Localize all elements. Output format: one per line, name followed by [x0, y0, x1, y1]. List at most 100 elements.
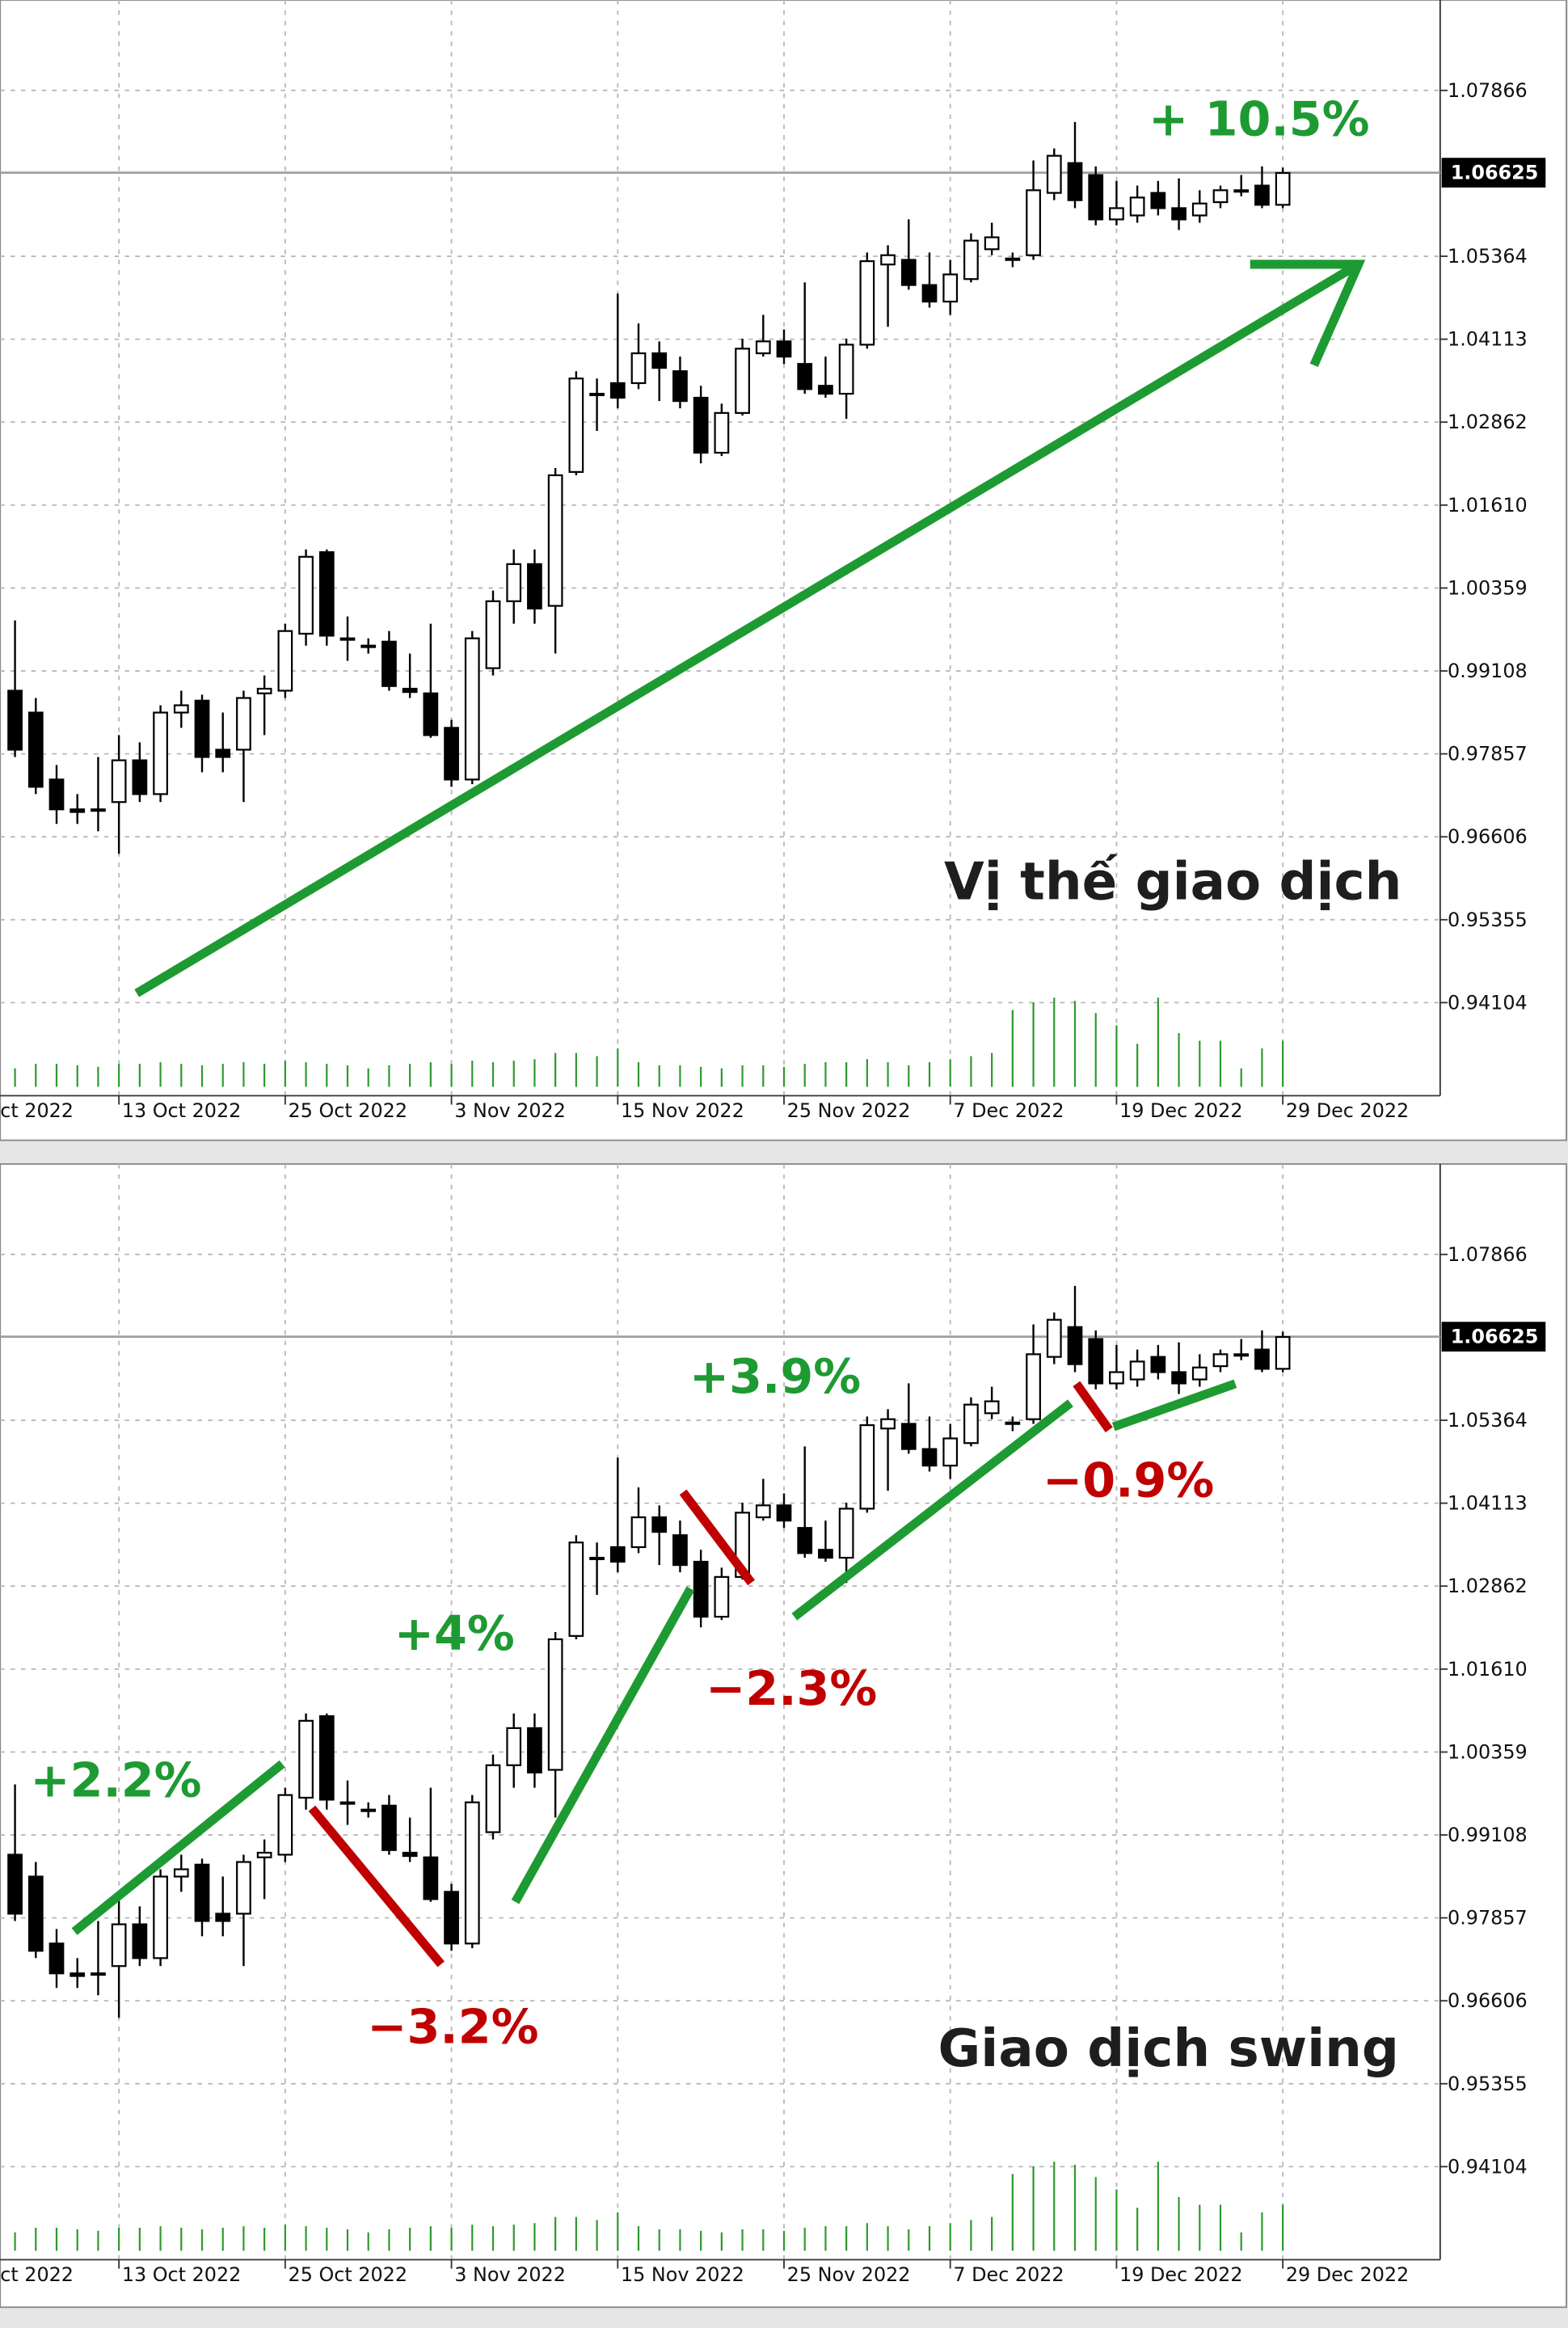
- chart-label: Vị thế giao dịch: [944, 852, 1402, 913]
- swing-line: [1111, 1379, 1237, 1432]
- candle-body: [651, 1516, 668, 1533]
- y-tick-label: 1.05364: [1448, 245, 1528, 268]
- candle-body: [1191, 1366, 1208, 1381]
- arrow-head: [1250, 259, 1366, 368]
- candle-body: [1233, 189, 1250, 193]
- annotation: +3.9%: [689, 1348, 861, 1404]
- x-tick-label: 13 Oct 2022: [122, 1099, 242, 1122]
- candle-body: [818, 385, 833, 395]
- annotation-lines: [71, 259, 1366, 1967]
- candle-body: [693, 1560, 709, 1618]
- y-tick-label: 1.07866: [1448, 79, 1528, 102]
- candle-body: [339, 1801, 356, 1805]
- y-tick-label: 0.95355: [1448, 909, 1528, 931]
- candle-body: [1275, 171, 1291, 206]
- candle-body: [318, 1714, 335, 1801]
- candle-body: [1005, 1421, 1021, 1425]
- candle-body: [714, 411, 730, 454]
- x-tick-label: 25 Nov 2022: [787, 2263, 911, 2286]
- candle-body: [1046, 1318, 1062, 1358]
- candle-body: [589, 392, 605, 397]
- candle-body: [298, 555, 314, 635]
- candle-body: [630, 352, 647, 385]
- candle-body: [942, 1437, 959, 1467]
- annotation: +2.2%: [30, 1752, 201, 1808]
- candle-body: [360, 644, 377, 648]
- candle-body: [27, 711, 44, 788]
- candle-body: [1275, 1335, 1291, 1370]
- candle-body: [672, 1534, 688, 1567]
- candle-body: [568, 377, 584, 473]
- candle-body: [880, 1418, 896, 1430]
- candle-body: [1129, 1360, 1145, 1381]
- candle-body: [651, 352, 668, 369]
- candle-body: [568, 1541, 584, 1637]
- x-tick-label: 3 Nov 2022: [454, 1099, 566, 1122]
- candle-body: [1088, 174, 1104, 221]
- y-tick-label: 1.00359: [1448, 1740, 1528, 1763]
- candle-body: [506, 1727, 522, 1766]
- x-tick-label: 3 Nov 2022: [454, 2263, 566, 2286]
- candle-body: [880, 254, 896, 266]
- x-tick-label: 13 Oct 2022: [122, 2263, 242, 2286]
- candle-body: [27, 1875, 44, 1952]
- candle-body: [1171, 1371, 1187, 1385]
- candle-body: [527, 563, 542, 609]
- candle-body: [547, 474, 563, 607]
- candle-body: [194, 1863, 210, 1922]
- candle-body: [797, 363, 813, 390]
- candle-body: [776, 340, 792, 358]
- candle-body: [921, 284, 938, 303]
- y-tick-label: 1.01610: [1448, 1658, 1528, 1681]
- candle-body: [776, 1504, 792, 1522]
- candle-body: [755, 340, 771, 355]
- candle-body: [1067, 1326, 1083, 1365]
- candle-body: [1026, 189, 1041, 256]
- chart: 0.94104 0.95355 0.96606 0.97857 0.99108 1.003…: [0, 0, 1546, 1122]
- candle-body: [485, 1764, 501, 1833]
- candle-body: [132, 1923, 148, 1959]
- candle-body: [256, 1851, 272, 1858]
- x-tick-label: 25 Oct 2022: [289, 2263, 408, 2286]
- candle-body: [318, 550, 335, 637]
- candle-body: [984, 1400, 1000, 1415]
- candle-body: [339, 637, 356, 641]
- candle-body: [91, 1972, 106, 1976]
- candle-body: [859, 1423, 875, 1510]
- candle-body: [818, 1549, 833, 1559]
- candle-body: [1088, 1338, 1104, 1385]
- candle-body: [48, 1942, 65, 1975]
- candle-body: [485, 600, 501, 669]
- y-tick-label: 0.94104: [1448, 2155, 1528, 2178]
- candle-body: [630, 1516, 647, 1549]
- candle-body: [963, 239, 979, 280]
- x-tick-label: ct 2022: [0, 1099, 74, 1122]
- candle-body: [900, 1423, 917, 1450]
- annotation: −3.2%: [367, 1999, 538, 2055]
- candle-body: [735, 348, 750, 414]
- candle-body: [132, 759, 148, 795]
- y-tick-label: 1.02862: [1448, 411, 1528, 433]
- candle-body: [360, 1808, 377, 1812]
- x-tick-label: 19 Dec 2022: [1119, 1099, 1242, 1122]
- candle-body: [1109, 207, 1124, 221]
- candle-body: [1026, 1353, 1041, 1420]
- candle-body: [381, 640, 397, 687]
- chart-label: Giao dịch swing: [938, 2018, 1399, 2079]
- candle-body: [609, 382, 626, 399]
- y-tick-label: 1.04113: [1448, 1492, 1528, 1515]
- candle-body: [1171, 207, 1187, 221]
- candle-body: [547, 1638, 563, 1771]
- candle-body: [298, 1719, 314, 1799]
- candle-body: [1254, 184, 1270, 206]
- y-tick-label: 0.96606: [1448, 825, 1528, 848]
- annotation: −2.3%: [706, 1660, 877, 1716]
- trend-arrow: [134, 260, 1361, 997]
- y-tick-label: 0.97857: [1448, 1907, 1528, 1929]
- candle-body: [1150, 1356, 1166, 1373]
- candle-body: [7, 690, 23, 751]
- candle-body: [256, 687, 272, 694]
- x-tick-label: ct 2022: [0, 2263, 74, 2286]
- y-tick-label: 1.07866: [1448, 1243, 1528, 1266]
